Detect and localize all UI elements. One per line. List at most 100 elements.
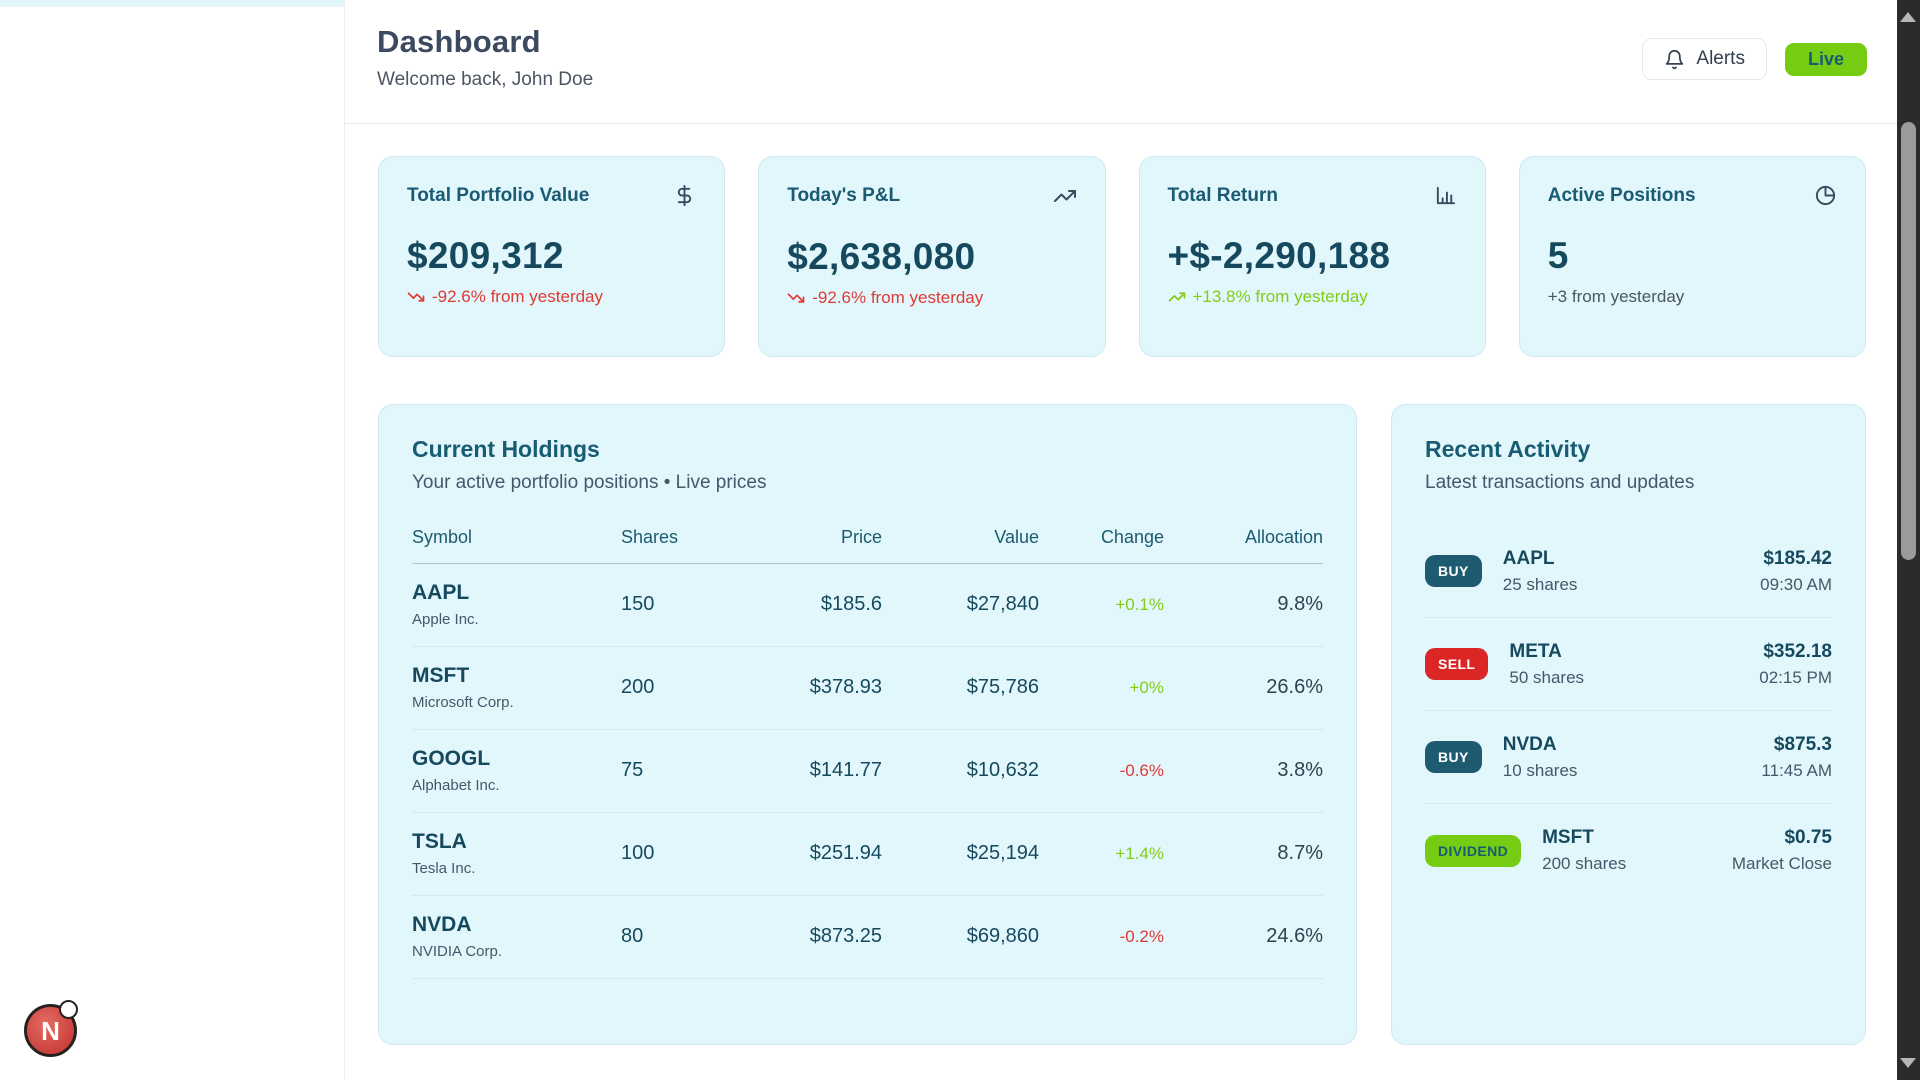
- panels-row: Current Holdings Your active portfolio p…: [378, 404, 1866, 1045]
- activity-symbol: MSFT: [1542, 827, 1594, 848]
- allocation-cell: 24.6%: [1164, 895, 1323, 979]
- table-row-aapl: AAPL Apple Inc. 150 $185.6 $27,840 +0.1% …: [412, 563, 1323, 647]
- price-cell: $251.94: [752, 812, 882, 896]
- activity-price: $875.3: [1773, 733, 1832, 755]
- dollar-icon: [673, 184, 696, 207]
- activity-shares: 200 shares: [1542, 854, 1627, 873]
- shares-cell: 75: [621, 729, 752, 813]
- stat-card-value: +$-2,290,188: [1167, 235, 1391, 276]
- stat-card-delta: +3 from yesterday: [1548, 287, 1837, 307]
- stat-card-delta-text: -92.6% from yesterday: [812, 288, 984, 307]
- symbol-cell: NVDA: [412, 913, 472, 936]
- pie-chart-icon: [1814, 184, 1837, 207]
- stat-card-value: $209,312: [407, 235, 564, 276]
- trending-up-icon: [1168, 288, 1186, 306]
- column-header-symbol: Symbol: [412, 527, 621, 564]
- activity-price: $185.42: [1763, 547, 1832, 569]
- activity-symbol: NVDA: [1502, 733, 1557, 755]
- activity-time: 02:15 PM: [1759, 667, 1832, 687]
- allocation-cell: 3.8%: [1164, 729, 1323, 813]
- page-subtitle: Welcome back, John Doe: [377, 69, 594, 90]
- activity-item: SELL META 50 shares $352.18 02:15 PM: [1425, 618, 1832, 711]
- value-cell: $10,632: [882, 729, 1039, 813]
- table-header-row: Symbol Shares Price Value Change Allocat…: [412, 527, 1323, 564]
- activity-time: 09:30 AM: [1760, 574, 1832, 594]
- company-name: Alphabet Inc.: [412, 777, 500, 794]
- stat-card-title: Total Portfolio Value: [407, 184, 590, 206]
- company-name: Apple Inc.: [412, 611, 479, 628]
- column-header-shares: Shares: [621, 527, 752, 564]
- stat-card-delta: +13.8% from yesterday: [1168, 287, 1457, 307]
- stats-grid: Total Portfolio Value $209,312 -92.6% fr…: [378, 156, 1866, 357]
- table-row-googl: GOOGL Alphabet Inc. 75 $141.77 $10,632 -0…: [412, 729, 1323, 813]
- table-row-tsla: TSLA Tesla Inc. 100 $251.94 $25,194 +1.4%…: [412, 812, 1323, 896]
- change-cell: +0%: [1039, 646, 1164, 730]
- activity-symbol: AAPL: [1502, 547, 1555, 569]
- price-cell: $141.77: [752, 729, 882, 813]
- scrollbar-thumb[interactable]: [1901, 122, 1916, 560]
- vertical-scrollbar[interactable]: [1897, 0, 1920, 1080]
- activity-item: DIVIDEND MSFT 200 shares $0.75 Market Cl…: [1425, 804, 1832, 897]
- column-header-price: Price: [752, 527, 882, 564]
- change-cell: +1.4%: [1039, 812, 1164, 896]
- value-cell: $75,786: [882, 646, 1039, 730]
- allocation-cell: 8.7%: [1164, 812, 1323, 896]
- activity-type-badge: BUY: [1425, 555, 1482, 587]
- activity-type-badge: DIVIDEND: [1425, 834, 1522, 867]
- stat-card-value: 5: [1547, 235, 1569, 276]
- sidebar: N: [0, 0, 345, 1080]
- change-cell: +0.1%: [1039, 563, 1164, 647]
- symbol-cell: TSLA: [412, 830, 467, 853]
- change-cell: -0.2%: [1039, 895, 1164, 979]
- scroll-down-arrow-icon[interactable]: [1900, 1058, 1916, 1068]
- shares-cell: 150: [621, 563, 752, 647]
- content-area: Total Portfolio Value $209,312 -92.6% fr…: [345, 124, 1897, 1080]
- activity-title: Recent Activity: [1425, 436, 1591, 462]
- price-cell: $185.6: [752, 563, 882, 647]
- table-row-msft: MSFT Microsoft Corp. 200 $378.93 $75,786 …: [412, 646, 1323, 730]
- allocation-cell: 26.6%: [1164, 646, 1323, 730]
- activity-time: 11:45 AM: [1761, 760, 1832, 780]
- stat-card-delta-text: +3 from yesterday: [1547, 287, 1685, 306]
- stat-card-title: Total Return: [1167, 184, 1278, 206]
- stat-card-total-return: Total Return +$-2,290,188 +13.8% from ye…: [1138, 156, 1486, 357]
- change-cell: -0.6%: [1039, 729, 1164, 813]
- header-actions: Alerts Live: [1642, 38, 1867, 80]
- holdings-table: Symbol Shares Price Value Change Allocat…: [412, 527, 1323, 979]
- activity-panel: Recent Activity Latest transactions and …: [1391, 404, 1866, 1045]
- scroll-up-arrow-icon[interactable]: [1900, 12, 1916, 22]
- bar-chart-icon: [1434, 184, 1457, 207]
- activity-shares: 25 shares: [1502, 574, 1578, 594]
- stat-card-title: Active Positions: [1547, 184, 1696, 206]
- activity-price: $352.18: [1763, 640, 1832, 662]
- shares-cell: 100: [621, 812, 752, 896]
- page-header-text: Dashboard Welcome back, John Doe: [377, 24, 593, 91]
- alerts-button[interactable]: Alerts: [1642, 38, 1767, 80]
- allocation-cell: 9.8%: [1164, 563, 1323, 647]
- stat-card-title: Today's P&L: [787, 185, 901, 206]
- value-cell: $27,840: [882, 563, 1039, 647]
- trending-down-icon: [787, 289, 805, 307]
- page-title: Dashboard: [377, 24, 541, 59]
- activity-time: Market Close: [1731, 854, 1832, 873]
- dev-badge-dot-icon: [59, 1000, 78, 1019]
- trending-down-icon: [407, 288, 425, 306]
- value-cell: $69,860: [882, 895, 1039, 979]
- price-cell: $873.25: [752, 895, 882, 979]
- symbol-cell: AAPL: [412, 581, 470, 604]
- symbol-cell: MSFT: [412, 664, 470, 687]
- company-name: Tesla Inc.: [412, 860, 476, 877]
- activity-item: BUY NVDA 10 shares $875.3 11:45 AM: [1425, 711, 1832, 804]
- nextjs-dev-badge[interactable]: N: [24, 1000, 78, 1057]
- activity-type-badge: SELL: [1425, 648, 1489, 680]
- company-name: NVIDIA Corp.: [412, 943, 503, 960]
- activity-list: BUY AAPL 25 shares $185.42 09:30 AM: [1425, 525, 1832, 897]
- column-header-allocation: Allocation: [1164, 527, 1323, 564]
- dev-badge-letter: N: [41, 1015, 60, 1046]
- activity-shares: 10 shares: [1502, 760, 1578, 780]
- activity-shares: 50 shares: [1509, 667, 1585, 687]
- stat-card-todays-pl: Today's P&L $2,638,080 -92.6% from yeste…: [758, 156, 1106, 357]
- activity-symbol: META: [1509, 640, 1562, 662]
- stat-card-delta-text: +13.8% from yesterday: [1192, 287, 1368, 306]
